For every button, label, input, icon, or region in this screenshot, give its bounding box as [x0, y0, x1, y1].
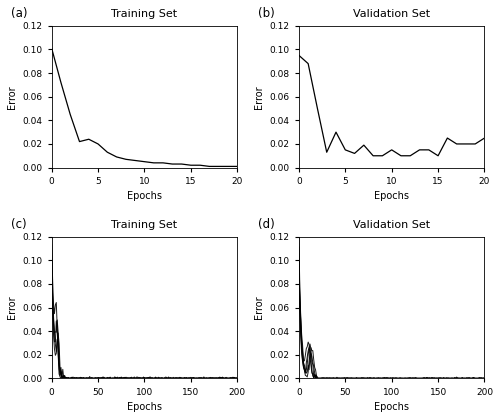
Text: (b): (b)	[258, 7, 275, 20]
X-axis label: Epochs: Epochs	[127, 191, 162, 201]
Title: Validation Set: Validation Set	[353, 220, 430, 230]
Title: Training Set: Training Set	[112, 10, 178, 19]
Y-axis label: Error: Error	[7, 85, 17, 109]
Text: (a): (a)	[11, 7, 28, 20]
Y-axis label: Error: Error	[254, 85, 264, 109]
X-axis label: Epochs: Epochs	[374, 191, 409, 201]
Text: (d): (d)	[258, 218, 275, 231]
Y-axis label: Error: Error	[7, 296, 17, 319]
Y-axis label: Error: Error	[254, 296, 264, 319]
Title: Training Set: Training Set	[112, 220, 178, 230]
X-axis label: Epochs: Epochs	[127, 402, 162, 412]
Text: (c): (c)	[11, 218, 26, 231]
X-axis label: Epochs: Epochs	[374, 402, 409, 412]
Title: Validation Set: Validation Set	[353, 10, 430, 19]
